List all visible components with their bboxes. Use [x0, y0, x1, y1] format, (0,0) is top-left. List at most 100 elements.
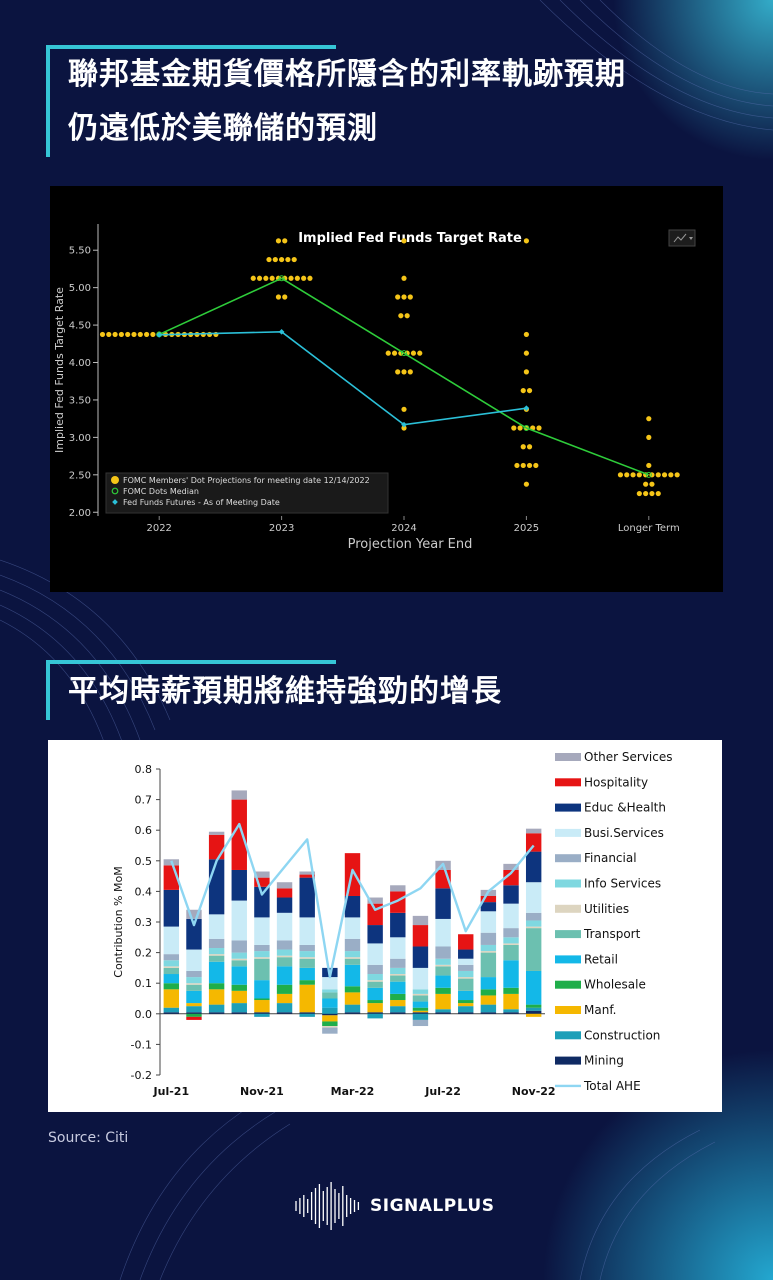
bar-segment [503, 1009, 519, 1013]
fomc-dot [511, 425, 517, 431]
fomc-dot [646, 434, 652, 440]
bar-segment [163, 966, 180, 968]
fomc-dot [301, 275, 307, 281]
fomc-dot [520, 462, 526, 469]
bar-segment [299, 967, 315, 981]
bar-segment [503, 944, 519, 961]
headline-1: 聯邦基金期貨價格所隱含的利率軌跡預期 仍遠低於美聯儲的預測 [46, 45, 746, 157]
fomc-dot [106, 331, 112, 338]
fomc-dot [112, 331, 118, 338]
bar-segment [390, 975, 406, 982]
bar-segment [503, 960, 519, 988]
bar-segment [458, 949, 474, 959]
bar-segment [458, 934, 474, 950]
fomc-dot [401, 369, 407, 375]
fed-funds-chart-panel: Implied Fed Funds Target Rate 2.00 2.50 3.0… [50, 186, 723, 592]
futures-marker [523, 405, 530, 412]
bar-segment [412, 989, 429, 994]
fomc-dot [523, 481, 529, 487]
y-tick-label: 5.50 [69, 246, 91, 257]
legend-swatch [555, 904, 581, 913]
fomc-dot [404, 313, 410, 319]
legend-swatch [555, 930, 581, 939]
bar-segment [503, 943, 519, 945]
fomc-dot [410, 350, 417, 356]
bar-segment [525, 828, 542, 834]
bar-segment [435, 964, 451, 967]
bar-segment [163, 960, 180, 967]
y-axis-label: Contribution % MoM [112, 866, 125, 977]
bar-segment [254, 951, 270, 958]
bar-segment [208, 831, 225, 835]
fomc-dot [407, 369, 413, 375]
fomc-dot [523, 238, 529, 244]
fomc-dot [207, 331, 213, 338]
dots-median-marker [523, 425, 530, 432]
headline-1-line-1: 聯邦基金期貨價格所隱含的利率軌跡預期 [68, 57, 626, 92]
bar-segment [503, 903, 519, 929]
fomc-dot [401, 406, 407, 412]
fomc-dot [655, 490, 661, 497]
fomc-dot [668, 472, 674, 478]
x-tick-label: 2024 [391, 523, 416, 534]
bar-segment [231, 1012, 247, 1014]
legend-swatch [555, 1006, 581, 1014]
fomc-dot [150, 331, 156, 338]
fomc-dot [624, 472, 630, 478]
bar-segment [231, 1003, 247, 1013]
fomc-dot [520, 444, 526, 450]
bar-segment [458, 970, 474, 978]
y-tick-label: 3.50 [69, 395, 91, 406]
bar-segment [412, 1019, 429, 1027]
fomc-dot [285, 256, 291, 263]
bar-segment [344, 986, 361, 993]
legend-label: Transport [583, 927, 641, 941]
bar-segment [503, 1012, 519, 1014]
legend-swatch [555, 879, 581, 888]
bar-segment [322, 992, 338, 999]
bar-segment [208, 914, 225, 939]
bar-segment [208, 954, 225, 956]
legend-label: Info Services [584, 877, 661, 891]
legend-label: Financial [584, 851, 637, 865]
fomc-dot [617, 472, 624, 478]
chart-legend: Other Services Hospitality Educ &Health Bus… [555, 750, 673, 1093]
fomc-dot [407, 294, 413, 300]
bar-segment [254, 1013, 270, 1017]
bar-segment [367, 1003, 383, 1013]
fomc-dot [144, 331, 150, 338]
bar-segment [163, 967, 180, 975]
legend-label: Retail [584, 952, 618, 966]
bar-segment [322, 1007, 338, 1014]
bar-segment [367, 980, 383, 982]
fomc-dot [266, 256, 272, 263]
bar-segment [503, 885, 519, 904]
legend-swatch [555, 1056, 581, 1065]
headline-2: 平均時薪預期將維持強勁的增長 [46, 660, 746, 720]
fomc-dot [401, 238, 407, 244]
bar-segment [503, 987, 519, 994]
bar-segment [344, 992, 361, 1005]
bar-segment [435, 966, 451, 976]
bar-segment [344, 964, 361, 987]
bar-segment [390, 891, 406, 913]
bar-segment [276, 897, 293, 913]
bar-segment [322, 998, 338, 1008]
fomc-dot [294, 275, 300, 281]
bar-segment [525, 1013, 542, 1017]
bar-segment [208, 989, 225, 1005]
bar-segment [299, 984, 315, 1013]
fed-funds-chart: Implied Fed Funds Target Rate 2.00 2.50 3.0… [53, 224, 696, 552]
bar-segment [344, 938, 361, 952]
bar-segment [186, 1012, 202, 1014]
chart-options-icon-glyph [673, 233, 687, 243]
fomc-dot [125, 331, 131, 338]
bar-segment [525, 912, 542, 921]
bar-segment [412, 967, 429, 990]
bar-segment [412, 1001, 429, 1008]
bar-segment [231, 952, 247, 959]
bar-segment [480, 902, 497, 912]
bar-segment [254, 871, 270, 878]
bar-segment [163, 989, 180, 1008]
bar-segment [458, 958, 474, 965]
